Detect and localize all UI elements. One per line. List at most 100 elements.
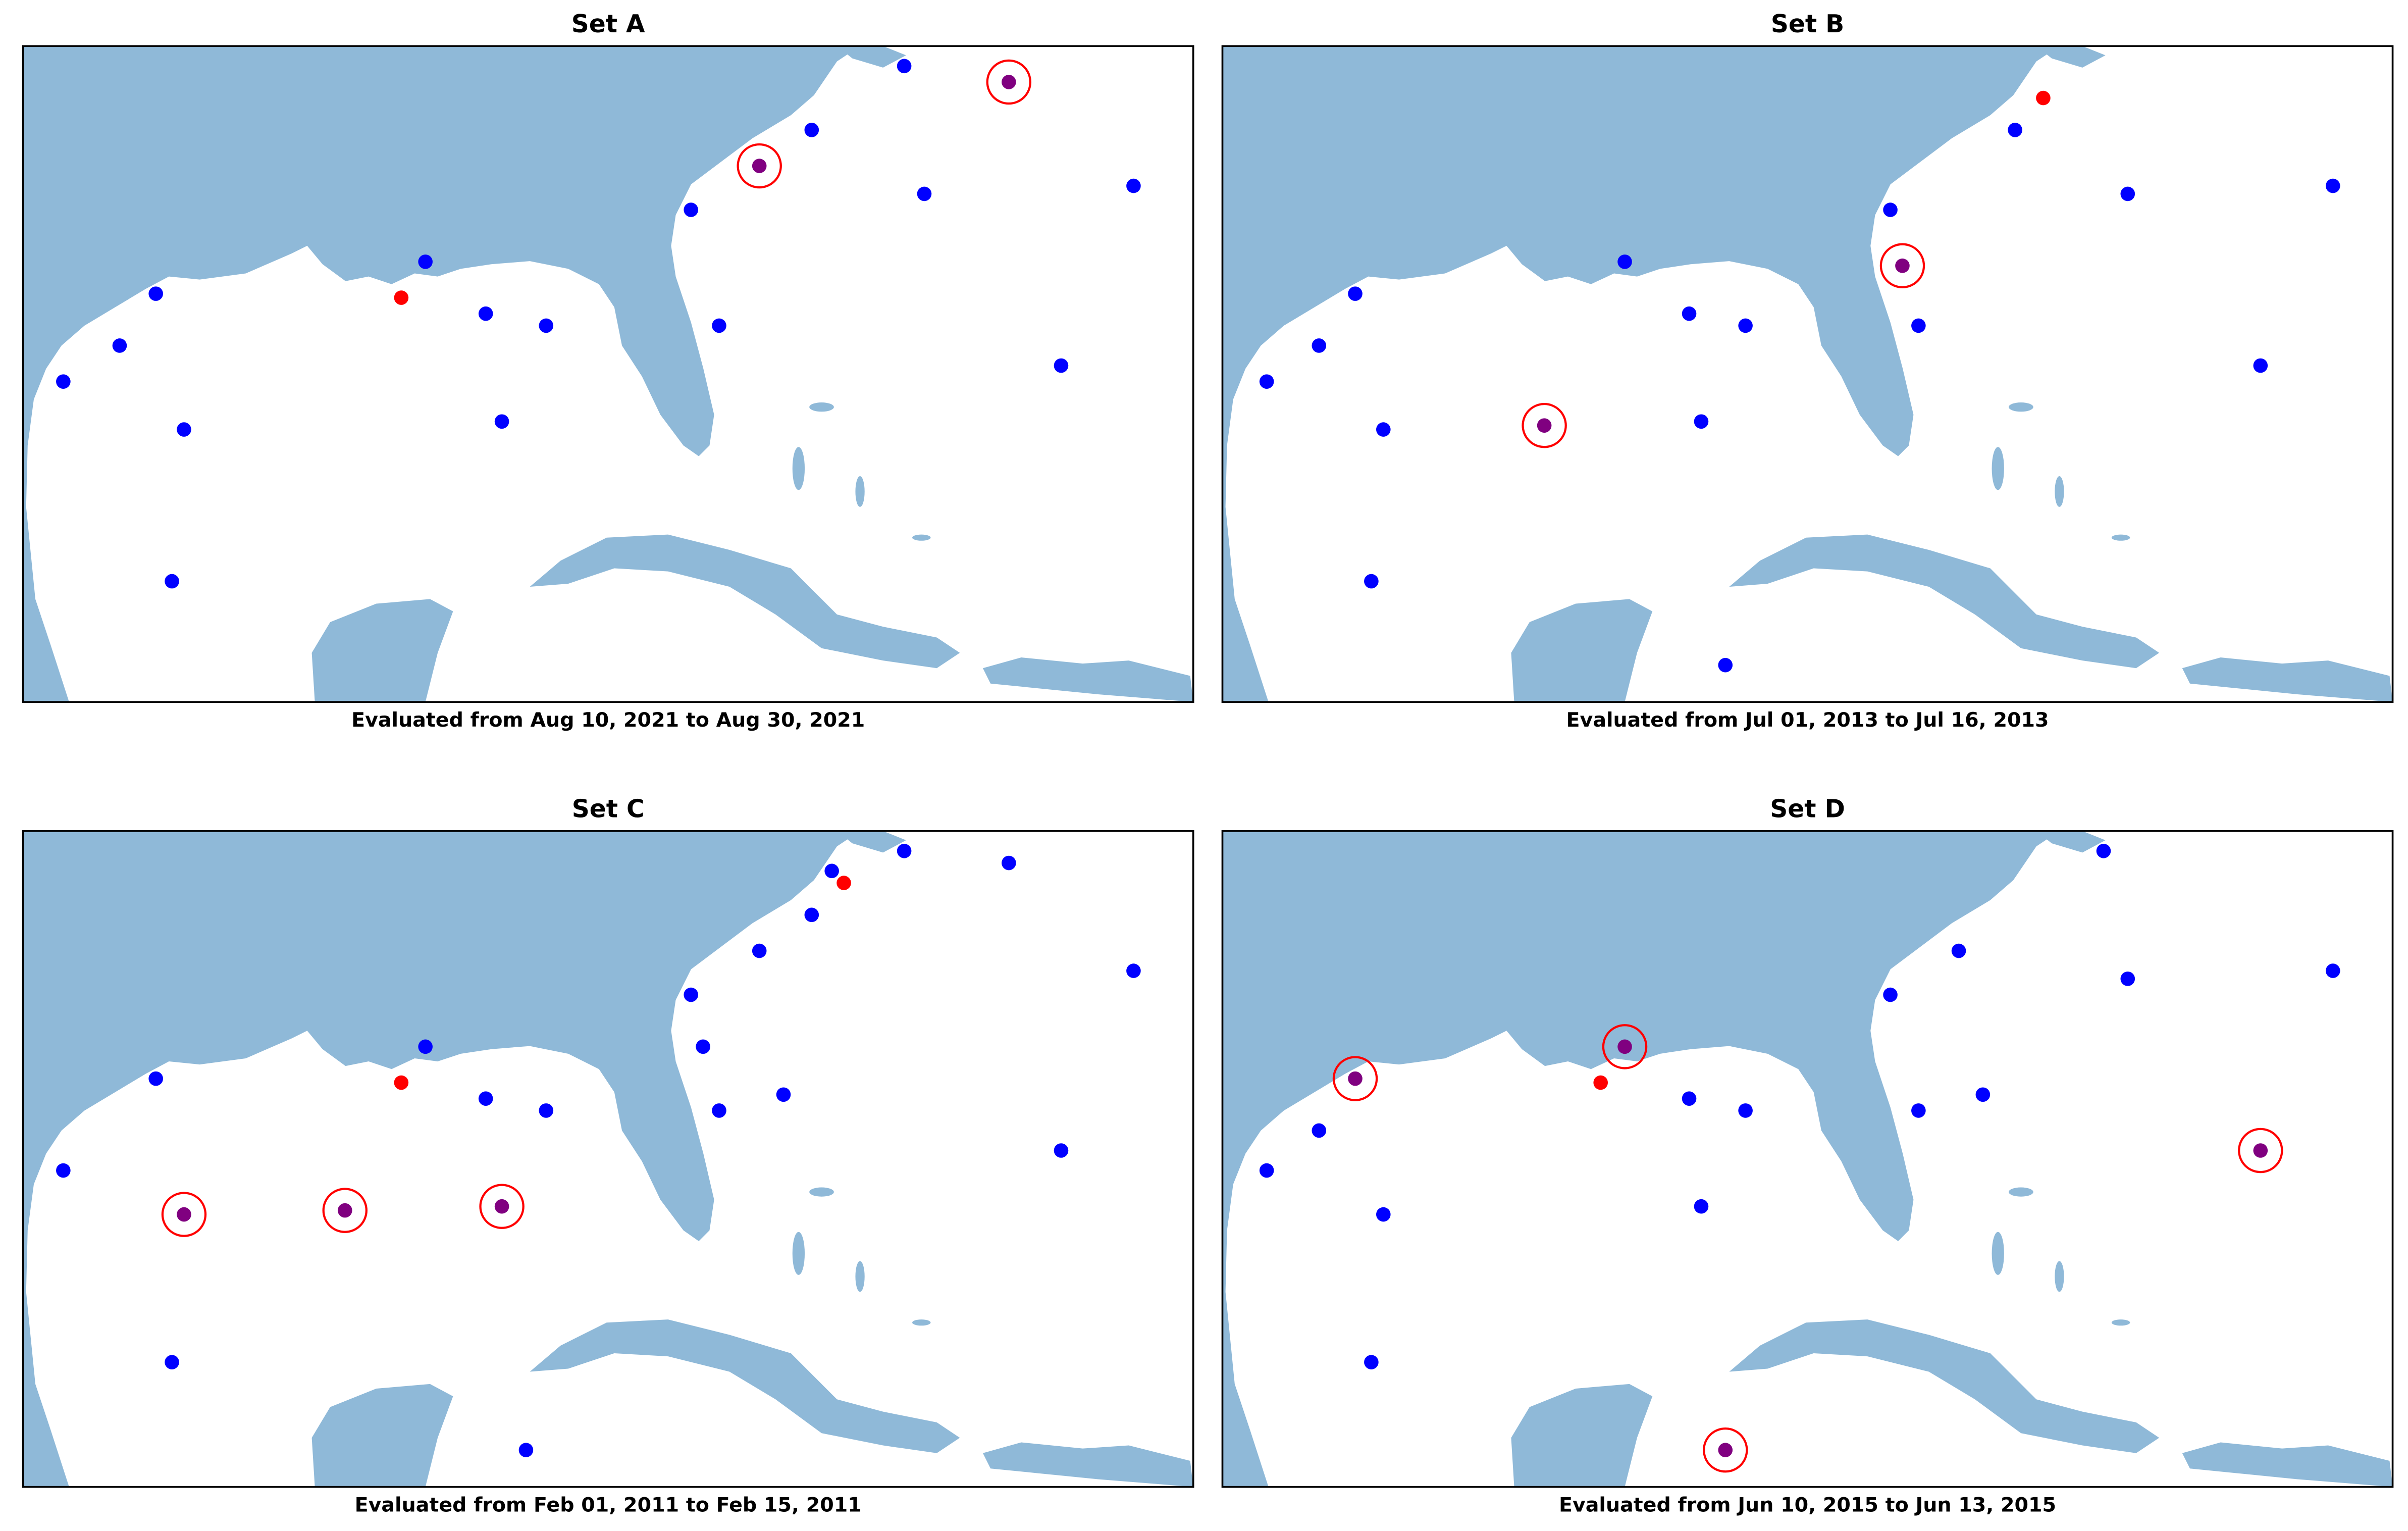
map-panel <box>22 45 1194 703</box>
station-point <box>752 159 767 173</box>
panel-caption: Evaluated from Jul 01, 2013 to Jul 16, 2… <box>1566 708 2049 732</box>
station-point <box>1883 987 1898 1002</box>
station-point <box>1054 1143 1069 1158</box>
station-point <box>1002 75 1016 89</box>
station-point <box>1975 1087 1991 1102</box>
highlight-ring <box>479 1184 525 1229</box>
station-point <box>418 1039 433 1054</box>
station-point <box>684 987 699 1002</box>
station-point <box>712 1103 726 1118</box>
station-point <box>1738 1103 1753 1118</box>
station-point <box>696 1039 710 1054</box>
map-area <box>1222 831 2393 1487</box>
station-point <box>1126 178 1141 193</box>
station-point <box>1718 657 1733 673</box>
station-point <box>776 1087 791 1102</box>
station-point <box>1312 1123 1327 1138</box>
map-area <box>23 46 1193 702</box>
highlight-ring <box>1602 1024 1648 1069</box>
station-point <box>1682 1091 1697 1106</box>
station-point <box>1537 418 1552 433</box>
station-point <box>1617 1039 1632 1054</box>
map-panel <box>1221 45 2394 703</box>
map-panel <box>1221 830 2394 1488</box>
station-point <box>1348 286 1363 301</box>
highlight-ring <box>1703 1427 1748 1473</box>
map-panel <box>22 830 1194 1488</box>
station-point <box>2325 963 2340 978</box>
panel-caption: Evaluated from Aug 10, 2021 to Aug 30, 2… <box>351 708 865 732</box>
map-area <box>23 831 1193 1487</box>
station-point <box>1593 1075 1608 1090</box>
panel-caption: Evaluated from Feb 01, 2011 to Feb 15, 2… <box>355 1493 862 1516</box>
station-point <box>165 1355 179 1369</box>
panel-frame <box>22 830 1194 1488</box>
station-point <box>804 907 819 923</box>
station-point <box>478 306 493 321</box>
panel-frame <box>1221 830 2394 1488</box>
station-point <box>2120 972 2135 986</box>
station-point <box>1738 318 1753 333</box>
station-point <box>56 1163 71 1178</box>
station-point <box>539 318 554 333</box>
panel-caption: Evaluated from Jun 10, 2015 to Jun 13, 2… <box>1559 1493 2056 1516</box>
station-point <box>1895 258 1910 273</box>
station-point <box>1259 374 1274 389</box>
station-point <box>2096 843 2111 858</box>
station-point <box>112 338 127 353</box>
highlight-ring <box>1522 402 1567 448</box>
highlight-ring <box>986 59 1032 105</box>
station-point <box>2036 90 2051 106</box>
station-point <box>518 1443 534 1457</box>
station-point <box>177 422 191 437</box>
highlight-ring <box>2238 1128 2283 1173</box>
station-point <box>917 186 932 201</box>
station-point <box>165 574 179 589</box>
panel-title: Set D <box>1770 795 1845 823</box>
station-point <box>1376 422 1391 437</box>
station-point <box>1364 1355 1379 1369</box>
station-point <box>1312 338 1327 353</box>
station-point <box>1682 306 1697 321</box>
station-point <box>1718 1443 1733 1457</box>
station-point <box>494 414 509 429</box>
station-point <box>1951 943 1966 958</box>
highlight-ring <box>1332 1056 1378 1101</box>
station-point <box>148 1071 163 1086</box>
panel-title: Set C <box>572 795 645 823</box>
station-point <box>1364 574 1379 589</box>
station-point <box>2253 358 2268 373</box>
station-point <box>1348 1071 1363 1086</box>
highlight-ring <box>161 1192 207 1237</box>
station-point <box>177 1207 191 1222</box>
station-point <box>539 1103 554 1118</box>
land <box>23 46 1193 702</box>
station-point <box>1002 855 1016 871</box>
station-point <box>804 123 819 137</box>
station-point <box>394 1075 409 1090</box>
station-point <box>1694 1199 1709 1214</box>
highlight-ring <box>737 143 782 189</box>
station-point <box>1259 1163 1274 1178</box>
land <box>1222 46 2393 702</box>
station-point <box>1694 414 1709 429</box>
panel-title: Set A <box>571 10 645 38</box>
station-point <box>684 202 699 217</box>
station-point <box>1911 318 1926 333</box>
station-point <box>1911 1103 1926 1118</box>
station-point <box>478 1091 493 1106</box>
station-point <box>836 876 851 890</box>
station-point <box>337 1203 352 1218</box>
station-point <box>418 254 433 269</box>
highlight-ring <box>1879 243 1925 288</box>
highlight-ring <box>322 1188 368 1233</box>
station-point <box>897 59 912 74</box>
station-point <box>752 943 767 958</box>
station-point <box>56 374 71 389</box>
map-area <box>1222 46 2393 702</box>
station-point <box>824 863 839 879</box>
station-point <box>2008 123 2022 137</box>
station-point <box>1126 963 1141 978</box>
